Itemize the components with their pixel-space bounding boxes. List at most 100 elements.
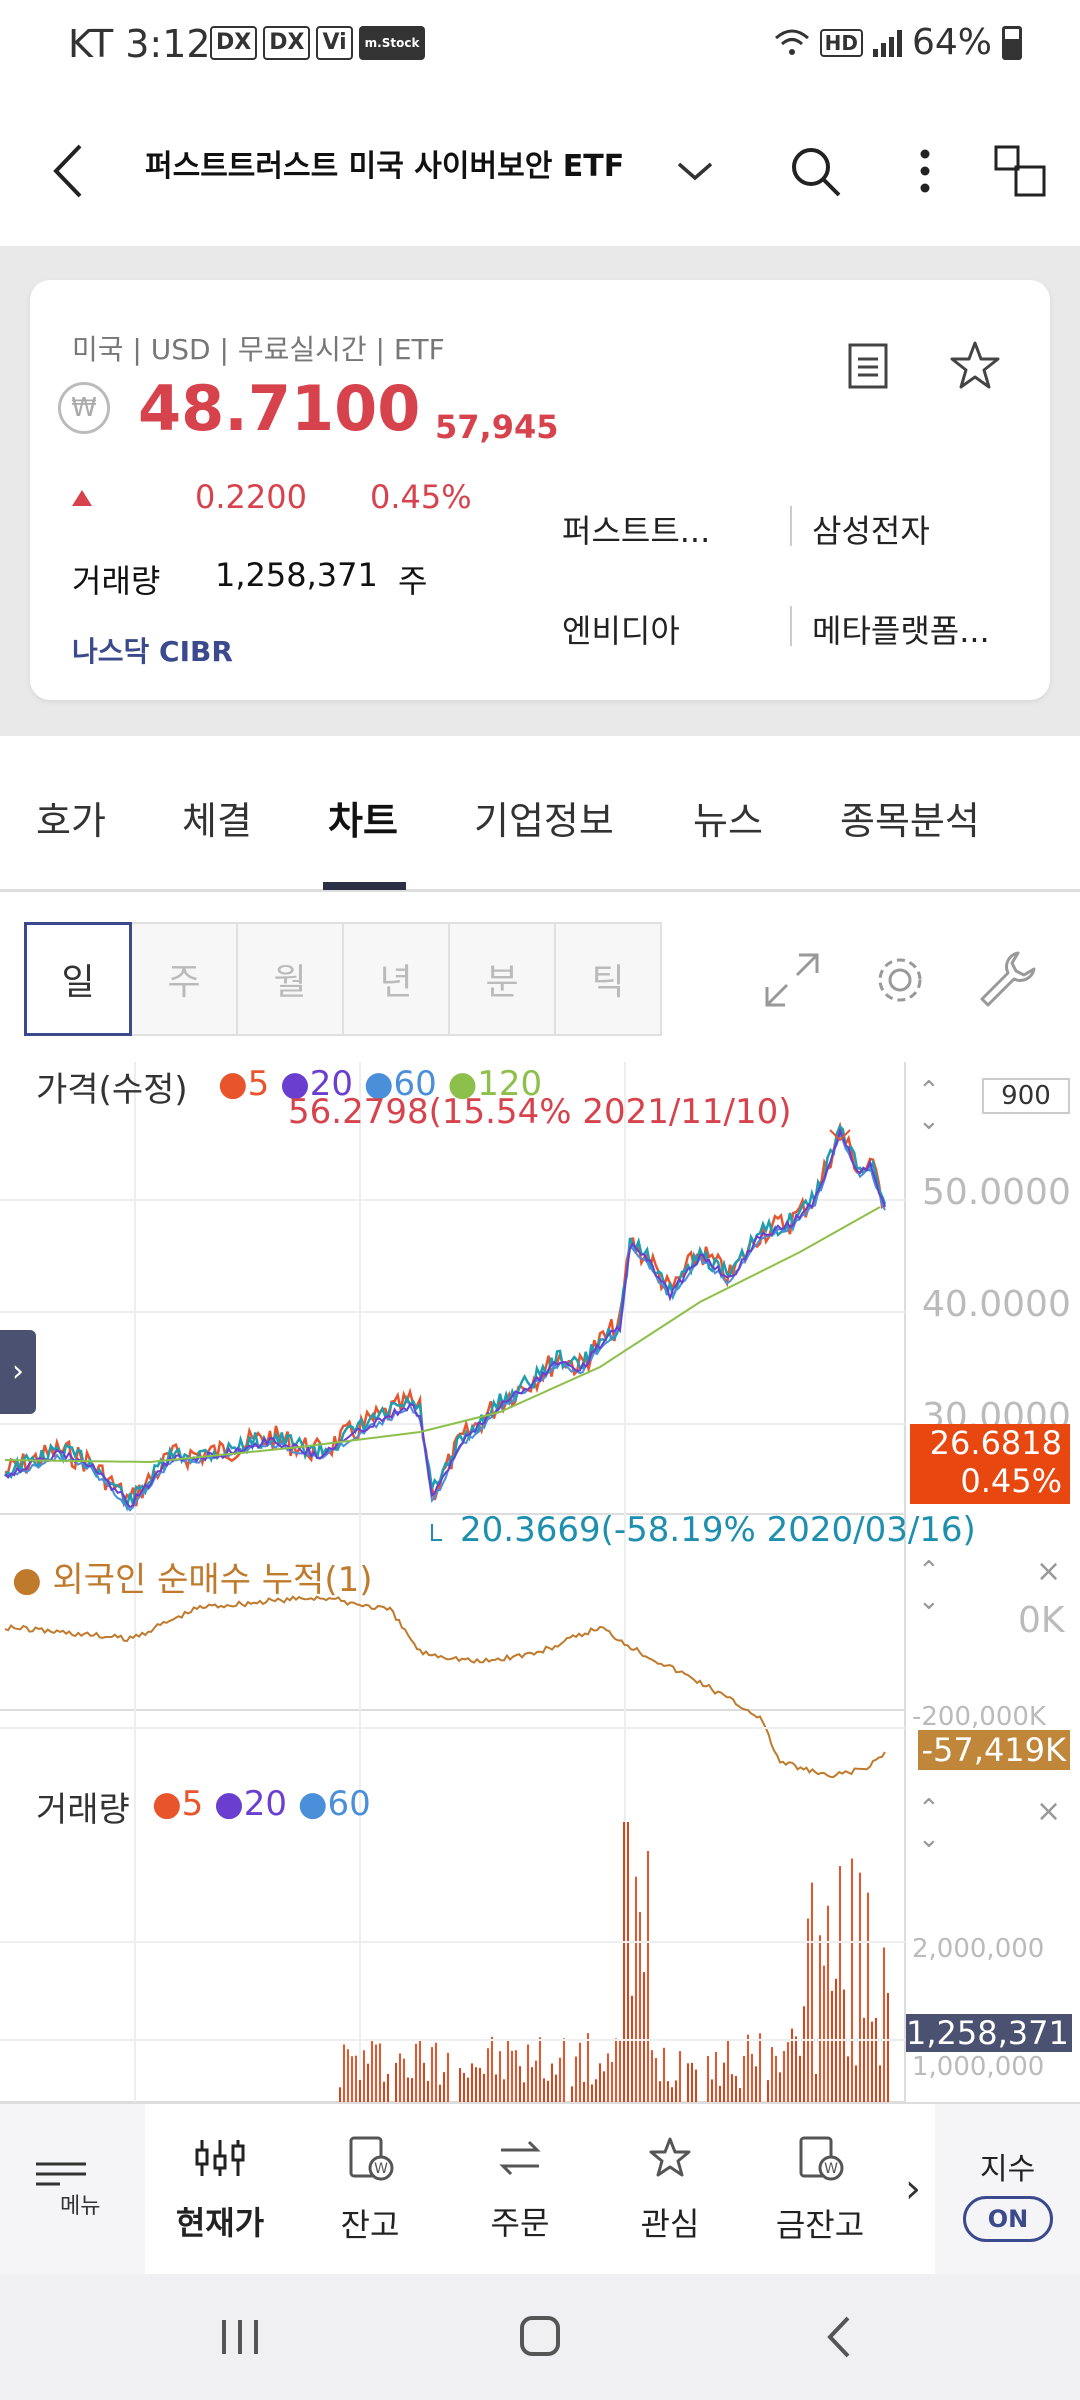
close-panel-icon[interactable]: ×: [1036, 1794, 1062, 1829]
index-toggle[interactable]: ON: [963, 2196, 1053, 2242]
panel-resize-icon[interactable]: ⌃ ⌄: [918, 1794, 940, 1854]
recent-apps-icon: [222, 2320, 258, 2354]
current-price-badge-pct: 0.45%: [960, 1462, 1062, 1500]
vi-badge: Vi: [316, 26, 353, 60]
vol-ma5-label: 5: [181, 1784, 204, 1824]
volume-unit: 주: [398, 562, 428, 600]
nav-next-arrow[interactable]: ›: [905, 2166, 921, 2212]
foreign-tick-label: -200,000K: [912, 1702, 1046, 1732]
menu-button[interactable]: [30, 2154, 100, 2234]
volume-value: 1,258,371: [215, 556, 378, 594]
chart-canvas: [0, 1062, 906, 2102]
period-week-button[interactable]: 주: [130, 922, 238, 1036]
nav-label: 현재가: [175, 2204, 265, 2242]
dx-badge: DX: [210, 26, 258, 60]
period-day-button[interactable]: 일: [24, 922, 132, 1036]
tab-news[interactable]: 뉴스: [693, 799, 763, 843]
fullscreen-button[interactable]: [757, 945, 827, 1015]
balance-doc-icon: W: [349, 2136, 394, 2181]
more-button[interactable]: [885, 126, 965, 216]
price-chart[interactable]: 가격(수정) ●5 ●20 ●60 ●120 56.2798(15.54% 20…: [0, 1062, 1080, 2102]
recent-apps-button[interactable]: [200, 2302, 280, 2372]
period-year-button[interactable]: 년: [342, 922, 450, 1036]
foreign-panel-title: ● 외국인 순매수 누적(1): [12, 1560, 373, 1600]
foreign-current-badge: -57,419K: [918, 1730, 1070, 1770]
search-icon: [792, 148, 841, 197]
nav-label: 금잔고: [775, 2206, 865, 2244]
page-title[interactable]: 퍼스트트러스트 미국 사이버보안 ETF: [145, 149, 625, 184]
status-badges: DX DX Vi m.Stock: [210, 26, 426, 60]
nav-current-price[interactable]: 현재가: [145, 2104, 295, 2276]
nav-order[interactable]: 주문: [445, 2104, 595, 2276]
ma120-line: [4, 1206, 881, 1464]
current-price-badge: 26.6818 0.45%: [910, 1424, 1070, 1504]
dropdown-button[interactable]: [655, 126, 735, 216]
related-stock-link[interactable]: 삼성전자: [812, 512, 930, 550]
krw-price: 57,945: [435, 408, 559, 446]
current-price-badge-value: 26.6818: [929, 1424, 1062, 1462]
period-month-button[interactable]: 월: [236, 922, 344, 1036]
price-panel-title: 가격(수정): [36, 1070, 188, 1110]
period-minute-button[interactable]: 분: [448, 922, 556, 1036]
exchange-ticker-link[interactable]: 나스닥 CIBR: [72, 635, 233, 668]
tab-chart[interactable]: 차트: [328, 799, 398, 843]
chevron-down-icon: [677, 162, 713, 181]
dx-badge: DX: [263, 26, 311, 60]
nav-label: 관심: [640, 2205, 700, 2243]
home-button[interactable]: [500, 2302, 580, 2372]
memo-button[interactable]: [838, 335, 898, 395]
volume-tick-label: 2,000,000: [912, 1934, 1045, 1964]
nav-gold-balance[interactable]: W 금잔고: [745, 2104, 895, 2276]
period-selector: 일 주 월 년 분 틱: [24, 922, 662, 1040]
tab-company-info[interactable]: 기업정보: [474, 799, 614, 843]
high-marker-icon: [829, 1129, 851, 1142]
volume-current-badge: 1,258,371: [906, 2014, 1072, 2052]
ma60-line: [4, 1132, 886, 1512]
price-candles-series-2: [4, 1124, 887, 1512]
ma120-label: 120: [477, 1064, 543, 1104]
panel-resize-icon[interactable]: ⌃ ⌄: [918, 1076, 940, 1136]
currency-toggle-button[interactable]: ₩: [58, 382, 110, 434]
current-price: 48.7100: [138, 372, 421, 445]
nav-watchlist[interactable]: 관심: [595, 2104, 745, 2276]
balance-doc-icon: W: [799, 2136, 844, 2181]
more-vertical-icon: [920, 149, 930, 193]
vol-ma20-label: 20: [243, 1784, 288, 1824]
tab-orderbook[interactable]: 호가: [36, 799, 106, 843]
chart-settings-button[interactable]: [865, 945, 935, 1015]
system-back-button[interactable]: [800, 2302, 880, 2372]
tab-analysis[interactable]: 종목분석: [840, 799, 980, 843]
back-button[interactable]: [40, 126, 100, 216]
active-tab-indicator: [323, 882, 406, 890]
home-icon: [520, 2316, 560, 2356]
price-change-pct: 0.45%: [370, 478, 472, 516]
related-stock-link[interactable]: 엔비디아: [562, 612, 680, 650]
signal-icon: [872, 29, 902, 57]
favorite-button[interactable]: [945, 335, 1005, 395]
foreign-tick-label: 0K: [1018, 1600, 1065, 1641]
candle-count-input[interactable]: 900: [982, 1078, 1070, 1114]
status-bar: KT 3:12 DX DX Vi m.Stock HD 64%: [0, 0, 1080, 96]
related-stock-link[interactable]: 퍼스트트...: [562, 512, 711, 550]
price-change: 0.2200: [195, 478, 307, 516]
high-annotation: 56.2798(15.54% 2021/11/10): [288, 1092, 792, 1132]
period-tick-button[interactable]: 틱: [554, 922, 662, 1036]
price-tick-label: 50.0000: [922, 1172, 1071, 1213]
system-navigation-bar: [0, 2274, 1080, 2400]
price-ma-legend: ●5 ●20 ●60 ●120: [218, 1064, 543, 1104]
nav-balance[interactable]: W 잔고: [295, 2104, 445, 2276]
battery-percent: 64%: [911, 22, 992, 63]
foreign-panel-title-text: 외국인 순매수 누적(1): [52, 1560, 373, 1600]
nav-items: 현재가 W 잔고 주문 관심 W 금잔고: [145, 2104, 935, 2276]
vol-ma60-label: 60: [327, 1784, 371, 1824]
close-panel-icon[interactable]: ×: [1036, 1554, 1062, 1589]
svg-text:W: W: [374, 2161, 388, 2177]
search-button[interactable]: [775, 126, 855, 216]
up-arrow-icon: [72, 490, 92, 506]
tab-trades[interactable]: 체결: [182, 799, 252, 843]
side-panel-toggle[interactable]: ›: [0, 1330, 36, 1414]
chart-tools-button[interactable]: [972, 945, 1042, 1015]
panel-resize-icon[interactable]: ⌃ ⌄: [918, 1556, 940, 1616]
multi-window-button[interactable]: [980, 126, 1060, 216]
related-stock-link[interactable]: 메타플랫폼...: [812, 612, 990, 650]
